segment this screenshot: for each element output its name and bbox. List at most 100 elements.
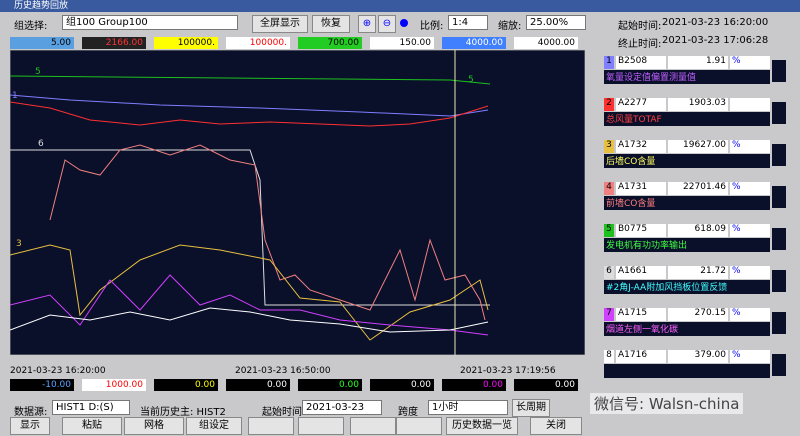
pen-value: 19627.00 bbox=[668, 140, 728, 153]
nav-arrow[interactable] bbox=[298, 417, 344, 435]
pen-number: 4 bbox=[604, 182, 614, 195]
pen-status bbox=[772, 312, 786, 334]
label: 当前历史主: HIST2 bbox=[140, 407, 226, 418]
source-select[interactable]: HIST1 D:(S) bbox=[52, 400, 130, 415]
pen-unit: % bbox=[730, 350, 770, 363]
pen-id: A1716 bbox=[616, 350, 666, 363]
pen-unit: % bbox=[730, 56, 770, 69]
scale-min: 0.00 bbox=[298, 379, 362, 391]
pen-unit: % bbox=[730, 266, 770, 279]
pen-desc: 烟道左侧一氧化碳 bbox=[604, 322, 770, 336]
watermark: 微信号: Walsn-china bbox=[590, 393, 744, 414]
button[interactable]: 网格 bbox=[124, 417, 184, 435]
pen-desc: #2角J-AA附加风挡板位置反馈 bbox=[604, 280, 770, 294]
pen-number: 7 bbox=[604, 308, 614, 321]
pen-unit: % bbox=[730, 224, 770, 237]
label: 组选择: bbox=[14, 21, 48, 32]
button[interactable]: 显示 bbox=[10, 417, 50, 435]
zoom-field[interactable]: 25.00% bbox=[526, 15, 586, 30]
scale-max: 100000. bbox=[226, 37, 290, 49]
label: 跨度 bbox=[398, 407, 418, 418]
indicator bbox=[400, 19, 408, 27]
scale-min: -10.00 bbox=[10, 379, 74, 391]
scale-max: 4000.00 bbox=[514, 37, 578, 49]
trend-line bbox=[10, 244, 489, 341]
pen-number: 2 bbox=[604, 98, 614, 111]
start-date[interactable]: 2021-03-23 bbox=[302, 400, 382, 415]
scale-min: 0.00 bbox=[514, 379, 578, 391]
nav-arrow[interactable] bbox=[396, 417, 442, 435]
trend-chart: 5 1 6 3 5 bbox=[10, 50, 585, 355]
button[interactable]: 粘贴 bbox=[62, 417, 122, 435]
pen-id: A1732 bbox=[616, 140, 666, 153]
scale-min: 0.00 bbox=[226, 379, 290, 391]
zoom-out[interactable]: ⊖ bbox=[378, 15, 396, 33]
pen-status bbox=[772, 228, 786, 250]
pen-id: B0775 bbox=[616, 224, 666, 237]
trend-line bbox=[10, 75, 491, 85]
end-time: 2021-03-23 17:06:28 bbox=[662, 35, 769, 46]
pen-desc bbox=[604, 364, 770, 378]
pen-status bbox=[772, 354, 786, 376]
pen-unit: % bbox=[730, 140, 770, 153]
span-select[interactable]: 1小时 bbox=[428, 400, 508, 415]
label: 缩放: bbox=[498, 21, 522, 32]
nav-arrow[interactable] bbox=[248, 417, 294, 435]
button[interactable]: 历史数据一览 bbox=[446, 417, 518, 435]
pen-unit: % bbox=[730, 182, 770, 195]
pen-value: 22701.46 bbox=[668, 182, 728, 195]
restore-button[interactable]: 恢复 bbox=[312, 15, 350, 33]
label: 数据源: bbox=[14, 407, 48, 418]
scale-max: 150.00 bbox=[370, 37, 434, 49]
button[interactable]: 关闭 bbox=[530, 417, 582, 435]
pen-id: A1731 bbox=[616, 182, 666, 195]
pen-value: 379.00 bbox=[668, 350, 728, 363]
trend-line bbox=[10, 274, 489, 336]
pen-value: 21.72 bbox=[668, 266, 728, 279]
label: 起始时间: bbox=[618, 21, 662, 32]
scale-max: 100000. bbox=[154, 37, 218, 49]
label: 终止时间: bbox=[618, 39, 662, 50]
scale-min: 0.00 bbox=[442, 379, 506, 391]
label: 起始时间 bbox=[262, 407, 302, 418]
pen-id: A1661 bbox=[616, 266, 666, 279]
pen-number: 3 bbox=[604, 140, 614, 153]
pen-number: 6 bbox=[604, 266, 614, 279]
pen-id: A2277 bbox=[616, 98, 666, 111]
scale-max: 4000.00 bbox=[442, 37, 506, 49]
ratio-field[interactable]: 1:4 bbox=[448, 15, 488, 30]
scale-min: 1000.00 bbox=[82, 379, 146, 391]
zoom-in[interactable]: ⊕ bbox=[358, 15, 376, 33]
pen-number: 5 bbox=[604, 224, 614, 237]
start-time: 2021-03-23 16:20:00 bbox=[662, 17, 769, 28]
pen-id: A1715 bbox=[616, 308, 666, 321]
trend-line bbox=[10, 101, 489, 127]
pen-label: 5 bbox=[35, 67, 41, 77]
trend-line bbox=[49, 144, 486, 321]
group-select[interactable]: 组100 Group100 bbox=[62, 15, 238, 30]
fullscreen-button[interactable]: 全屏显示 bbox=[252, 15, 308, 33]
pen-desc: 前墙CO含量 bbox=[604, 196, 770, 210]
pen-unit: % bbox=[730, 308, 770, 321]
scale-min: 0.00 bbox=[154, 379, 218, 391]
pen-value: 1903.03 bbox=[668, 98, 728, 111]
nav-arrow[interactable] bbox=[350, 417, 396, 435]
scale-max: 700.00 bbox=[298, 37, 362, 49]
pen-label: 6 bbox=[38, 139, 44, 149]
long-period-button[interactable]: 长周期 bbox=[512, 399, 550, 417]
scale-min: 0.00 bbox=[370, 379, 434, 391]
title-bar: 历史趋势回放 bbox=[0, 0, 800, 12]
pen-value: 1.91 bbox=[668, 56, 728, 69]
scale-max: 5.00 bbox=[10, 37, 74, 49]
time-label: 2021-03-23 16:20:00 bbox=[10, 366, 106, 376]
pen-status bbox=[772, 144, 786, 166]
pen-desc: 总风量TOTAF bbox=[604, 112, 770, 126]
pen-status bbox=[772, 102, 786, 124]
pen-label: 3 bbox=[16, 239, 22, 249]
label: 比例: bbox=[420, 21, 444, 32]
pen-status bbox=[772, 270, 786, 292]
pen-number: 8 bbox=[604, 350, 614, 363]
button[interactable]: 组设定 bbox=[186, 417, 242, 435]
pen-desc: 发电机有功功率输出 bbox=[604, 238, 770, 252]
